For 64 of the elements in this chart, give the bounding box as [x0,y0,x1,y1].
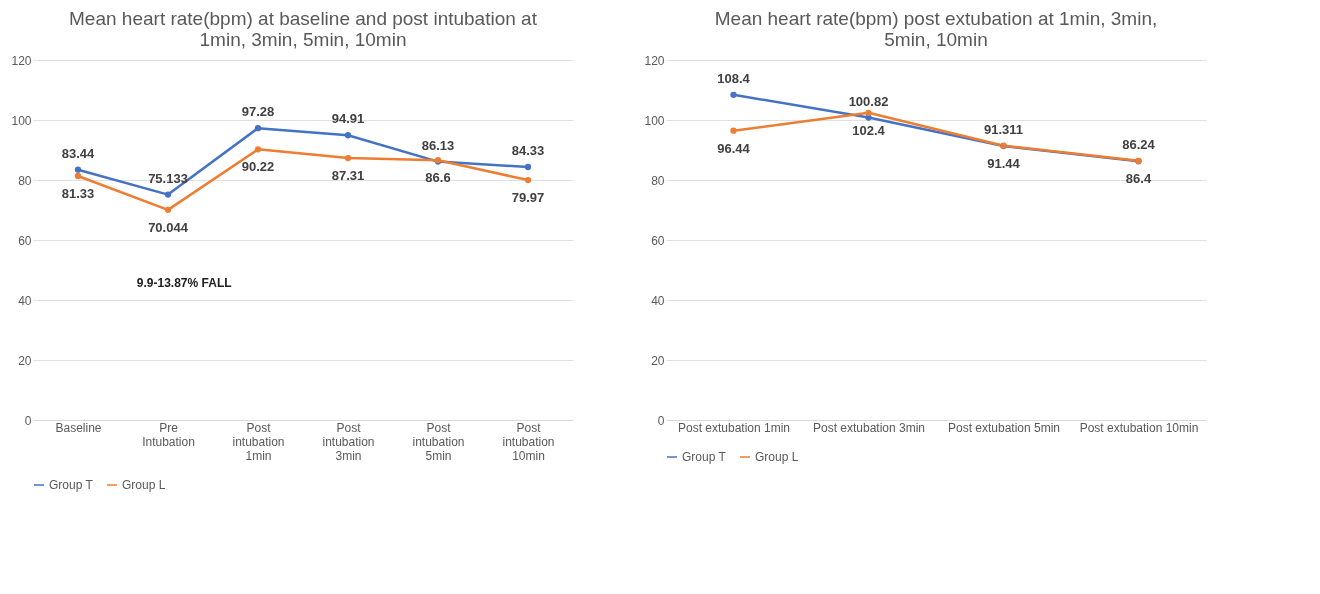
data-label: 91.311 [983,122,1024,138]
data-label: 86.4 [1125,170,1152,186]
data-label: 75.133 [148,170,188,186]
point [730,91,737,98]
y-tick-label: 0 [24,413,32,428]
y-tick-label: 80 [651,173,665,188]
x-tick-label: Post extubation 1min [677,420,791,435]
data-label: 91.44 [987,155,1021,171]
data-label: 97.28 [241,104,275,120]
data-label: 70.044 [148,219,189,235]
data-label: 86.6 [425,170,451,186]
y-tick-label: 60 [651,233,665,248]
annotation: 9.9-13.87% FALL [136,276,232,291]
y-tick-label: 100 [11,113,32,128]
point [74,172,82,180]
y-tick-label: 40 [651,293,665,308]
x-tick-label: Post extubation 3min [812,420,926,435]
data-label: 108.4 [717,70,751,86]
data-label: 102.4 [852,122,886,138]
x-tick-label: Post intubation 5min [412,420,465,463]
x-tick-label: Post extubation 5min [947,420,1061,435]
y-tick-label: 120 [644,53,665,68]
y-tick-label: 0 [657,413,665,428]
legend-label: Group T [682,450,727,464]
point [524,163,532,171]
data-label: 96.44 [717,140,751,156]
y-tick-label: 40 [18,293,32,308]
legend-label: Group T [49,478,94,492]
data-label: 83.44 [61,145,96,161]
data-label: 87.31 [331,168,365,184]
point [164,206,172,214]
x-tick-label: Post intubation 10min [502,420,555,463]
point [344,132,352,139]
data-label: 79.97 [511,190,545,206]
x-tick-label: Baseline [55,420,102,435]
x-tick-label: Post extubation 10min [1079,420,1199,435]
data-label: 100.82 [848,93,889,109]
y-tick-label: 100 [644,113,665,128]
point [164,191,172,198]
data-label: 86.24 [1122,137,1156,153]
point [254,125,262,132]
chart-title: Mean heart rate(bpm) post extubation at 1min, 3min, 5min, 10min [714,8,1158,50]
chart-title: Mean heart rate(bpm) at baseline and post intubation at 1min, 3min, 5min, 10min [69,8,538,50]
x-tick-label: Post intubation 1min [232,420,285,463]
point [865,109,872,116]
legend-label: Group L [755,450,799,464]
x-tick-label: Pre Intubation [142,420,195,449]
x-tick-label: Post intubation 3min [322,420,375,463]
data-label: 94.91 [331,111,365,127]
data-label: 86.13 [421,137,455,153]
point [524,176,532,184]
point [254,146,262,153]
y-tick-label: 20 [651,353,665,368]
point [344,154,352,162]
data-label: 84.33 [511,143,545,159]
point [74,166,82,173]
legend-label: Group L [122,478,166,492]
data-label: 90.22 [241,159,275,175]
y-tick-label: 60 [18,233,32,248]
data-label: 81.33 [61,186,95,202]
y-tick-label: 20 [18,353,32,368]
y-tick-label: 120 [11,53,32,68]
point [730,127,737,134]
y-tick-label: 80 [18,173,32,188]
